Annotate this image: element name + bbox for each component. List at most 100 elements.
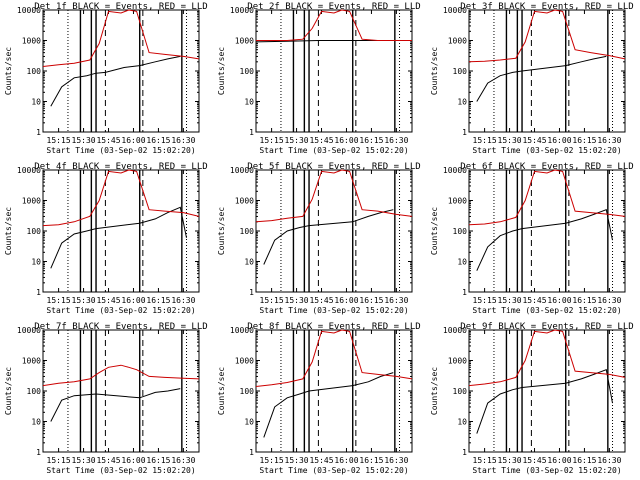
y-tick-label: 100 — [453, 67, 468, 76]
y-tick-label: 100 — [27, 67, 42, 76]
y-axis-label: Counts/sec — [4, 47, 13, 95]
y-tick-label: 1000 — [235, 357, 254, 366]
y-tick-label: 100 — [453, 387, 468, 396]
chart-panel-6: 1 10 100 1000 10000 15:15 15:30 15:45 16:00 16:15… — [430, 162, 634, 315]
x-axis-label: Start Time (03-Sep-02 15:02:20) — [46, 466, 195, 475]
x-tick-label: 15:15 — [260, 136, 284, 145]
x-tick-label: 15:30 — [285, 296, 309, 305]
x-tick-label: 16:15 — [359, 136, 383, 145]
y-tick-label: 1000 — [235, 197, 254, 206]
x-tick-label: 15:45 — [96, 136, 120, 145]
chart-panel-7: 1 10 100 1000 10000 15:15 15:30 15:45 16:00 16:15… — [4, 322, 208, 475]
y-tick-label: 1000 — [22, 197, 41, 206]
y-tick-label: 1000 — [22, 357, 41, 366]
series-line-events — [50, 55, 181, 107]
x-tick-label: 16:30 — [597, 296, 621, 305]
plot-frame — [255, 9, 413, 133]
y-tick-label: 1 — [462, 288, 467, 297]
x-tick-label: 15:15 — [47, 136, 71, 145]
y-tick-label: 10 — [31, 418, 41, 427]
y-axis-label: Counts/sec — [4, 367, 13, 415]
y-tick-label: 10 — [457, 98, 467, 107]
plot-frame — [468, 169, 626, 293]
x-tick-label: 15:30 — [72, 136, 96, 145]
y-axis-label: Counts/sec — [430, 207, 439, 255]
x-tick-label: 15:45 — [522, 456, 546, 465]
y-tick-label: 100 — [27, 227, 42, 236]
series-line-events — [263, 372, 394, 438]
x-tick-label: 16:00 — [547, 456, 571, 465]
chart-title: Det 7f BLACK = Events, RED = LLD — [34, 322, 207, 332]
x-tick-label: 16:00 — [547, 136, 571, 145]
series-line-lld — [468, 329, 626, 387]
y-tick-label: 10 — [31, 98, 41, 107]
y-tick-label: 10000 — [230, 6, 254, 15]
x-tick-label: 15:15 — [47, 296, 71, 305]
x-axis-label: Start Time (03-Sep-02 15:02:20) — [472, 466, 621, 475]
chart-panel-2: 1 10 100 1000 10000 15:15 15:30 15:45 16:00 16:15… — [217, 2, 421, 155]
series-line-lld — [256, 9, 412, 41]
x-axis-label: Start Time (03-Sep-02 15:02:20) — [46, 146, 195, 155]
x-tick-label: 16:00 — [121, 456, 145, 465]
x-tick-label: 16:00 — [547, 296, 571, 305]
plot-frame — [42, 169, 200, 293]
x-tick-label: 16:15 — [146, 456, 170, 465]
y-tick-label: 100 — [240, 227, 255, 236]
x-tick-label: 15:30 — [72, 456, 96, 465]
y-axis-label: Counts/sec — [430, 47, 439, 95]
y-tick-label: 100 — [240, 67, 255, 76]
x-tick-label: 16:15 — [146, 296, 170, 305]
x-axis-label: Start Time (03-Sep-02 15:02:20) — [472, 146, 621, 155]
chart-title: Det 4f BLACK = Events, RED = LLD — [34, 162, 207, 172]
x-axis-label: Start Time (03-Sep-02 15:02:20) — [259, 466, 408, 475]
x-tick-label: 15:15 — [260, 456, 284, 465]
y-tick-label: 1 — [36, 448, 41, 457]
y-tick-label: 1000 — [22, 37, 41, 46]
y-tick-label: 1 — [249, 448, 254, 457]
plot-frame — [42, 329, 200, 453]
series-line-events — [476, 55, 607, 102]
y-tick-label: 1 — [249, 288, 254, 297]
y-tick-label: 10 — [244, 98, 254, 107]
y-tick-label: 10 — [244, 258, 254, 267]
chart-panel-4: 1 10 100 1000 10000 15:15 15:30 15:45 16:00 16:15… — [4, 162, 208, 315]
x-tick-label: 15:45 — [522, 296, 546, 305]
x-tick-label: 16:30 — [171, 456, 195, 465]
x-tick-label: 16:30 — [384, 456, 408, 465]
y-tick-label: 10 — [244, 418, 254, 427]
x-tick-label: 15:15 — [47, 456, 71, 465]
x-tick-label: 15:15 — [473, 456, 497, 465]
plot-frame — [468, 9, 626, 133]
y-tick-label: 1 — [462, 128, 467, 137]
x-tick-label: 16:30 — [597, 136, 621, 145]
x-tick-label: 16:15 — [572, 296, 596, 305]
series-line-events — [50, 388, 181, 422]
x-tick-label: 15:30 — [498, 136, 522, 145]
chart-panel-3: 1 10 100 1000 10000 15:15 15:30 15:45 16:00 16:15… — [430, 2, 634, 155]
chart-title: Det 2f BLACK = Events, RED = LLD — [247, 2, 420, 12]
x-axis-label: Start Time (03-Sep-02 15:02:20) — [259, 306, 408, 315]
chart-title: Det 5f BLACK = Events, RED = LLD — [247, 162, 420, 172]
chart-title: Det 6f BLACK = Events, RED = LLD — [460, 162, 633, 172]
x-tick-label: 15:30 — [285, 136, 309, 145]
x-tick-label: 15:30 — [72, 296, 96, 305]
x-tick-label: 16:15 — [572, 456, 596, 465]
x-tick-label: 15:45 — [96, 296, 120, 305]
x-tick-label: 16:00 — [334, 296, 358, 305]
x-tick-label: 16:30 — [384, 136, 408, 145]
y-tick-label: 10 — [457, 418, 467, 427]
y-tick-label: 10 — [31, 258, 41, 267]
x-tick-label: 15:30 — [498, 296, 522, 305]
y-tick-label: 100 — [240, 387, 255, 396]
series-line-lld — [468, 9, 626, 63]
x-tick-label: 16:15 — [572, 136, 596, 145]
y-axis-label: Counts/sec — [217, 207, 226, 255]
plot-frame — [255, 329, 413, 453]
x-tick-label: 15:30 — [498, 456, 522, 465]
x-tick-label: 15:45 — [309, 136, 333, 145]
y-tick-label: 1 — [249, 128, 254, 137]
y-axis-label: Counts/sec — [217, 47, 226, 95]
chart-title: Det 1f BLACK = Events, RED = LLD — [34, 2, 207, 12]
series-line-events — [476, 369, 613, 434]
